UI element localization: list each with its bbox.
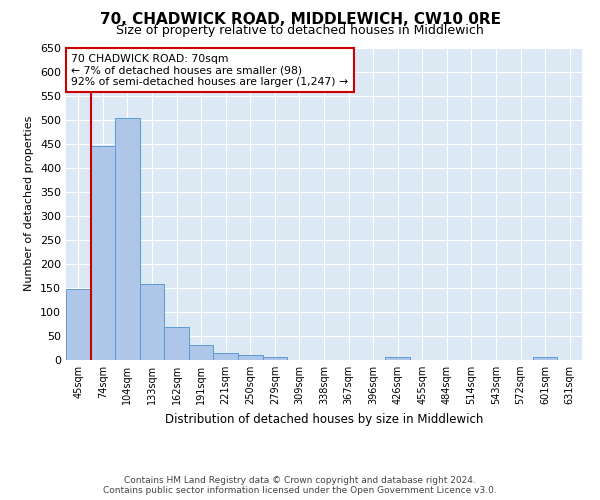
Bar — [66, 289, 91, 360]
Text: 70 CHADWICK ROAD: 70sqm
← 7% of detached houses are smaller (98)
92% of semi-det: 70 CHADWICK ROAD: 70sqm ← 7% of detached… — [71, 54, 348, 87]
Text: Contains HM Land Registry data © Crown copyright and database right 2024.
Contai: Contains HM Land Registry data © Crown c… — [103, 476, 497, 495]
Text: Size of property relative to detached houses in Middlewich: Size of property relative to detached ho… — [116, 24, 484, 37]
Bar — [164, 328, 189, 360]
Bar — [91, 146, 115, 360]
Bar — [140, 284, 164, 360]
Bar — [189, 345, 214, 360]
Bar — [385, 356, 410, 360]
Y-axis label: Number of detached properties: Number of detached properties — [25, 116, 34, 292]
X-axis label: Distribution of detached houses by size in Middlewich: Distribution of detached houses by size … — [165, 412, 483, 426]
Text: 70, CHADWICK ROAD, MIDDLEWICH, CW10 0RE: 70, CHADWICK ROAD, MIDDLEWICH, CW10 0RE — [100, 12, 500, 28]
Bar — [214, 354, 238, 360]
Bar — [533, 356, 557, 360]
Bar — [263, 357, 287, 360]
Bar — [115, 118, 140, 360]
Bar — [238, 355, 263, 360]
